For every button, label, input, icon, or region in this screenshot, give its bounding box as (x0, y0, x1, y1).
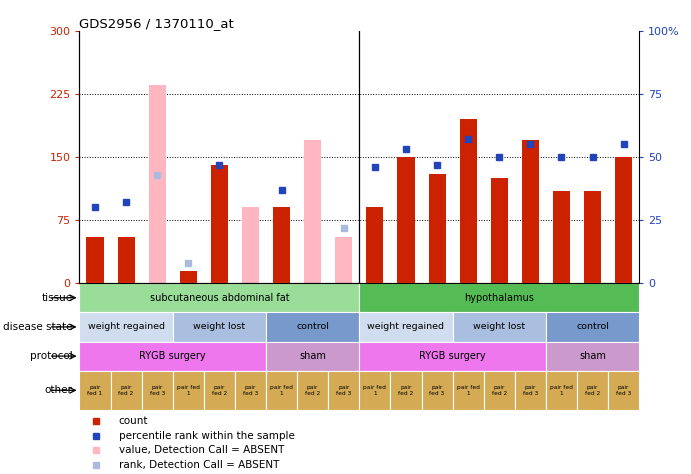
Bar (460, 119, 477, 283)
Text: weight lost: weight lost (193, 322, 245, 331)
Text: sham: sham (579, 351, 606, 361)
Bar (79, 341, 266, 371)
Text: pair
fed 2: pair fed 2 (211, 385, 227, 396)
Text: tissue: tissue (41, 293, 73, 303)
Bar (577, 371, 608, 410)
Text: pair fed
1: pair fed 1 (550, 385, 573, 396)
Bar (615, 157, 632, 283)
Bar (79, 283, 359, 312)
Bar (266, 312, 359, 341)
Bar (204, 371, 235, 410)
Bar (453, 312, 546, 341)
Bar (359, 283, 639, 312)
Bar (359, 312, 453, 341)
Text: rank, Detection Call = ABSENT: rank, Detection Call = ABSENT (119, 460, 279, 471)
Bar (180, 271, 197, 283)
Text: pair
fed 3: pair fed 3 (429, 385, 445, 396)
Text: pair
fed 2: pair fed 2 (585, 385, 600, 396)
Bar (142, 371, 173, 410)
Text: RYGB surgery: RYGB surgery (419, 351, 486, 361)
Text: pair
fed 2: pair fed 2 (118, 385, 134, 396)
Bar (242, 208, 259, 283)
Bar (491, 178, 508, 283)
Bar (359, 341, 546, 371)
Bar (515, 371, 546, 410)
Bar (211, 165, 228, 283)
Text: count: count (119, 416, 148, 426)
Text: pair
fed 3: pair fed 3 (522, 385, 538, 396)
Text: weight lost: weight lost (473, 322, 525, 331)
Text: protocol: protocol (30, 351, 73, 361)
Bar (86, 237, 104, 283)
Text: control: control (296, 322, 329, 331)
Text: weight regained: weight regained (88, 322, 164, 331)
Text: RYGB surgery: RYGB surgery (140, 351, 206, 361)
Bar (484, 371, 515, 410)
Bar (390, 371, 422, 410)
Text: pair
fed 2: pair fed 2 (398, 385, 414, 396)
Bar (546, 312, 639, 341)
Bar (111, 371, 142, 410)
Text: pair fed
1: pair fed 1 (457, 385, 480, 396)
Bar (366, 208, 384, 283)
Bar (553, 191, 570, 283)
Bar (428, 174, 446, 283)
Bar (79, 312, 173, 341)
Bar (304, 140, 321, 283)
Bar (546, 341, 639, 371)
Text: disease state: disease state (3, 322, 73, 332)
Text: pair
fed 2: pair fed 2 (491, 385, 507, 396)
Bar (180, 271, 197, 283)
Bar (86, 237, 104, 283)
Text: pair
fed 2: pair fed 2 (305, 385, 321, 396)
Text: pair
fed 3: pair fed 3 (149, 385, 165, 396)
Bar (173, 371, 204, 410)
Bar (235, 371, 266, 410)
Text: other: other (45, 385, 73, 395)
Text: GDS2956 / 1370110_at: GDS2956 / 1370110_at (79, 17, 234, 30)
Bar (359, 371, 390, 410)
Bar (335, 237, 352, 283)
Text: pair fed
1: pair fed 1 (270, 385, 293, 396)
Text: pair fed
1: pair fed 1 (177, 385, 200, 396)
Bar (266, 341, 359, 371)
Bar (117, 237, 135, 283)
Text: pair
fed 3: pair fed 3 (243, 385, 258, 396)
Bar (397, 157, 415, 283)
Text: pair
fed 3: pair fed 3 (616, 385, 632, 396)
Bar (546, 371, 577, 410)
Text: weight regained: weight regained (368, 322, 444, 331)
Text: pair fed
1: pair fed 1 (363, 385, 386, 396)
Text: percentile rank within the sample: percentile rank within the sample (119, 431, 294, 441)
Bar (79, 371, 111, 410)
Text: value, Detection Call = ABSENT: value, Detection Call = ABSENT (119, 445, 284, 455)
Bar (522, 140, 539, 283)
Bar (297, 371, 328, 410)
Bar (608, 371, 639, 410)
Bar (453, 371, 484, 410)
Bar (173, 312, 266, 341)
Text: control: control (576, 322, 609, 331)
Text: subcutaneous abdominal fat: subcutaneous abdominal fat (149, 293, 290, 303)
Text: pair
fed 3: pair fed 3 (336, 385, 352, 396)
Bar (266, 371, 297, 410)
Bar (149, 85, 166, 283)
Bar (273, 208, 290, 283)
Bar (584, 191, 601, 283)
Text: pair
fed 1: pair fed 1 (88, 385, 102, 396)
Text: sham: sham (299, 351, 326, 361)
Bar (328, 371, 359, 410)
Bar (422, 371, 453, 410)
Text: hypothalamus: hypothalamus (464, 293, 534, 303)
Bar (117, 237, 135, 283)
